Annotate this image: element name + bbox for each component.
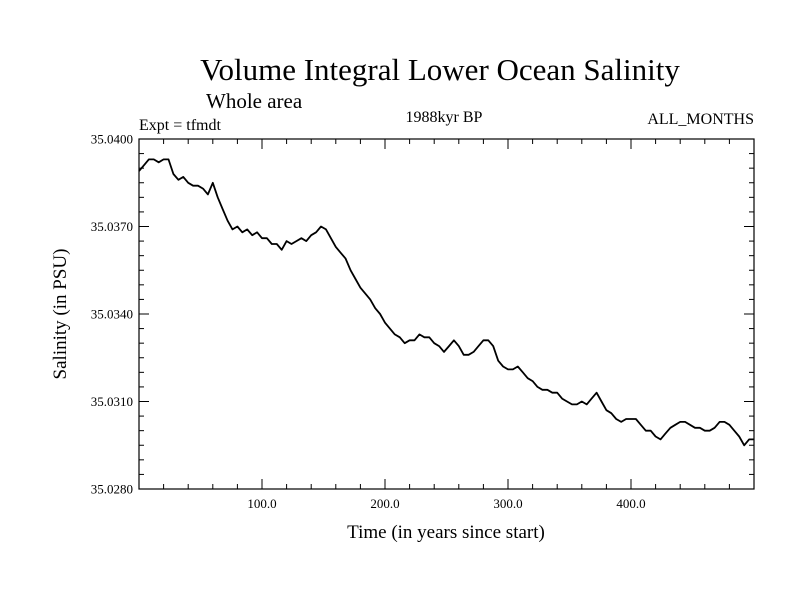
y-tick-label: 35.0280 (91, 482, 133, 497)
chart-subtitle: Whole area (206, 89, 303, 113)
y-axis-label: Salinity (in PSU) (50, 249, 71, 380)
y-tick-label: 35.0400 (91, 132, 133, 147)
y-tick-label: 35.0340 (91, 307, 133, 322)
x-tick-label: 200.0 (370, 496, 399, 511)
x-tick-label: 400.0 (616, 496, 645, 511)
y-tick-label: 35.0310 (91, 394, 133, 409)
x-tick-label: 100.0 (247, 496, 276, 511)
y-axis-tick-labels: 35.0280 35.0310 35.0340 35.0370 35.0400 (91, 132, 133, 497)
x-axis-ticks (163, 139, 730, 489)
plot-frame (138, 138, 755, 490)
period-label: 1988kyr BP (406, 109, 483, 126)
x-tick-label: 300.0 (493, 496, 522, 511)
series-line-salinity (138, 158, 754, 447)
x-axis-label: Time (in years since start) (347, 522, 545, 543)
y-axis-ticks (139, 153, 754, 475)
x-axis-tick-labels: 100.0 200.0 300.0 400.0 (247, 496, 645, 511)
experiment-label: Expt = tfmdt (139, 117, 221, 134)
months-label: ALL_MONTHS (647, 111, 754, 128)
chart-title: Volume Integral Lower Ocean Salinity (200, 52, 680, 87)
y-tick-label: 35.0370 (91, 219, 133, 234)
